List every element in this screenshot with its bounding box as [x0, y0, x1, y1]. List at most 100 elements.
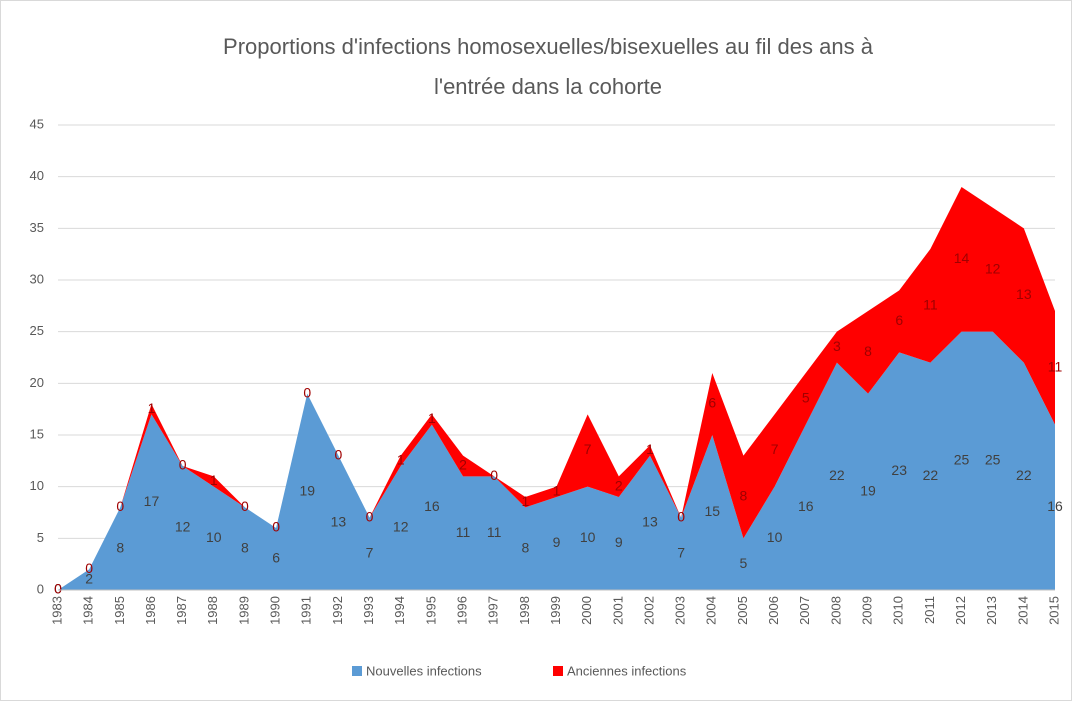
area	[58, 187, 1055, 590]
data-label: 13	[642, 514, 658, 530]
y-tick-label: 45	[30, 116, 44, 131]
data-label: 0	[303, 384, 311, 400]
data-label: 8	[116, 539, 124, 555]
y-tick-label: 15	[30, 426, 44, 441]
x-tick-label: 2004	[704, 596, 719, 625]
data-label: 11	[923, 297, 938, 313]
x-tick-label: 1987	[174, 596, 189, 625]
data-label: 12	[175, 519, 191, 535]
y-tick-label: 20	[30, 375, 44, 390]
x-tick-label: 1988	[205, 596, 220, 625]
x-tick-label: 2012	[953, 596, 968, 625]
data-label: 8	[864, 343, 872, 359]
data-label: 16	[798, 498, 814, 514]
data-label: 16	[424, 498, 440, 514]
legend-label: Anciennes infections	[567, 663, 687, 678]
data-label: 6	[895, 312, 903, 328]
data-label: 12	[985, 260, 1001, 276]
data-label: 0	[241, 498, 249, 514]
data-label: 11	[1048, 359, 1063, 375]
x-tick-label: 1985	[112, 596, 127, 625]
data-label: 10	[767, 529, 783, 545]
x-tick-label: 2000	[579, 596, 594, 625]
data-label: 7	[771, 441, 779, 457]
data-label: 7	[366, 545, 374, 561]
data-label: 25	[985, 452, 1001, 468]
x-tick-label: 2002	[641, 596, 656, 625]
data-label: 0	[85, 560, 93, 576]
data-label: 22	[923, 467, 939, 483]
x-tick-label: 1998	[517, 596, 532, 625]
data-label: 0	[272, 519, 280, 535]
data-label: 8	[521, 539, 529, 555]
x-tick-label: 2015	[1046, 596, 1061, 625]
data-label: 22	[829, 467, 845, 483]
data-label: 1	[148, 400, 156, 416]
data-label: 9	[553, 534, 561, 550]
x-tick-label: 2001	[610, 596, 625, 625]
data-label: 5	[802, 390, 810, 406]
x-tick-label: 1996	[454, 596, 469, 625]
data-label: 1	[397, 452, 405, 468]
x-tick-label: 2003	[673, 596, 688, 625]
data-label: 7	[677, 545, 685, 561]
data-label: 8	[740, 488, 748, 504]
data-label: 0	[54, 581, 62, 597]
data-label: 12	[393, 519, 409, 535]
y-tick-label: 30	[30, 271, 44, 286]
data-label: 10	[206, 529, 222, 545]
data-label: 8	[241, 539, 249, 555]
data-label: 16	[1047, 498, 1063, 514]
x-tick-label: 1992	[330, 596, 345, 625]
data-label: 0	[677, 508, 685, 524]
x-tick-label: 1997	[486, 596, 501, 625]
data-label: 11	[456, 524, 471, 540]
x-tick-label: 1991	[299, 596, 314, 625]
x-tick-label: 2005	[735, 596, 750, 625]
data-label: 0	[179, 457, 187, 473]
data-label: 1	[521, 493, 529, 509]
data-label: 1	[553, 483, 561, 499]
data-label: 19	[860, 483, 876, 499]
x-tick-label: 1986	[143, 596, 158, 625]
data-label: 0	[116, 498, 124, 514]
data-label: 1	[428, 410, 436, 426]
data-label: 1	[210, 472, 218, 488]
y-tick-label: 0	[37, 581, 44, 596]
data-label: 14	[954, 250, 970, 266]
x-tick-label: 2007	[797, 596, 812, 625]
x-tick-label: 1990	[268, 596, 283, 625]
x-tick-label: 1983	[49, 596, 64, 625]
data-label: 3	[833, 338, 841, 354]
data-label: 13	[331, 514, 347, 530]
x-tick-label: 1995	[423, 596, 438, 625]
data-label: 19	[299, 483, 315, 499]
y-tick-label: 35	[30, 220, 44, 235]
data-label: 0	[335, 446, 343, 462]
data-label: 0	[366, 508, 374, 524]
data-label: 0	[54, 581, 62, 597]
x-tick-label: 1999	[548, 596, 563, 625]
data-label: 1	[646, 441, 654, 457]
data-label: 10	[580, 529, 596, 545]
y-tick-label: 25	[30, 323, 44, 338]
legend-label: Nouvelles infections	[366, 663, 482, 678]
x-tick-label: 1993	[361, 596, 376, 625]
data-label: 2	[459, 457, 467, 473]
x-tick-label: 2009	[860, 596, 875, 625]
legend-swatch	[553, 666, 563, 676]
x-tick-label: 2008	[828, 596, 843, 625]
data-label: 23	[891, 462, 907, 478]
data-label: 5	[740, 555, 748, 571]
data-label: 22	[1016, 467, 1032, 483]
data-label: 2	[615, 477, 623, 493]
data-label: 2	[85, 570, 93, 586]
x-tick-label: 2014	[1015, 596, 1030, 625]
x-tick-label: 2011	[922, 596, 937, 624]
data-label: 11	[487, 524, 502, 540]
data-label: 25	[954, 452, 970, 468]
y-tick-label: 5	[37, 530, 44, 545]
data-label: 13	[1016, 286, 1032, 302]
data-label: 17	[144, 493, 160, 509]
